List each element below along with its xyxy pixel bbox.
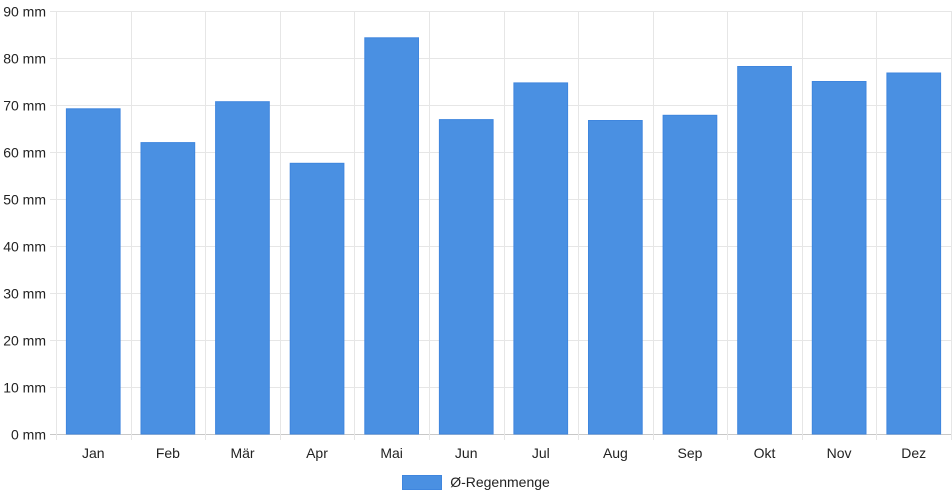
bar <box>662 114 718 435</box>
x-tick-label: Mai <box>380 445 403 461</box>
x-tick-label: Okt <box>754 445 776 461</box>
x-tick-label: Sep <box>678 445 703 461</box>
x-tick-label: Dez <box>901 445 926 461</box>
bar <box>289 162 345 435</box>
bar <box>65 108 121 435</box>
bar <box>588 120 643 435</box>
x-tick-label: Jun <box>455 445 478 461</box>
bar <box>364 37 419 435</box>
bar <box>886 72 942 435</box>
x-tick-label: Apr <box>306 445 328 461</box>
y-tick-label: 10 mm <box>3 380 46 396</box>
bar <box>438 119 494 435</box>
y-tick-label: 90 mm <box>3 4 46 20</box>
y-tick-label: 40 mm <box>3 239 46 255</box>
bar <box>140 142 196 435</box>
x-tick-label: Jan <box>82 445 105 461</box>
bar <box>513 82 569 435</box>
y-tick-label: 60 mm <box>3 145 46 161</box>
legend[interactable]: Ø-Regenmenge <box>0 470 952 494</box>
y-tick-label: 30 mm <box>3 286 46 302</box>
y-tick-label: 50 mm <box>3 192 46 208</box>
bar <box>737 66 792 435</box>
axis-layer: 0 mm 10 mm 20 mm 30 mm 40 mm 50 mm 60 mm 70 mm 8… <box>3 4 926 462</box>
bar <box>811 81 867 435</box>
legend-swatch <box>402 474 443 490</box>
y-tick-label: 70 mm <box>3 98 46 114</box>
bar <box>215 101 270 435</box>
x-tick-label: Aug <box>603 445 628 461</box>
y-tick-label: 80 mm <box>3 51 46 67</box>
x-tick-label: Nov <box>827 445 852 461</box>
legend-label: Ø-Regenmenge <box>450 474 550 490</box>
x-tick-label: Mär <box>230 445 254 461</box>
y-tick-label: 20 mm <box>3 333 46 349</box>
x-tick-label: Feb <box>156 445 180 461</box>
x-tick-label: Jul <box>532 445 550 461</box>
bars-layer <box>65 37 942 435</box>
y-tick-label: 0 mm <box>11 427 46 443</box>
